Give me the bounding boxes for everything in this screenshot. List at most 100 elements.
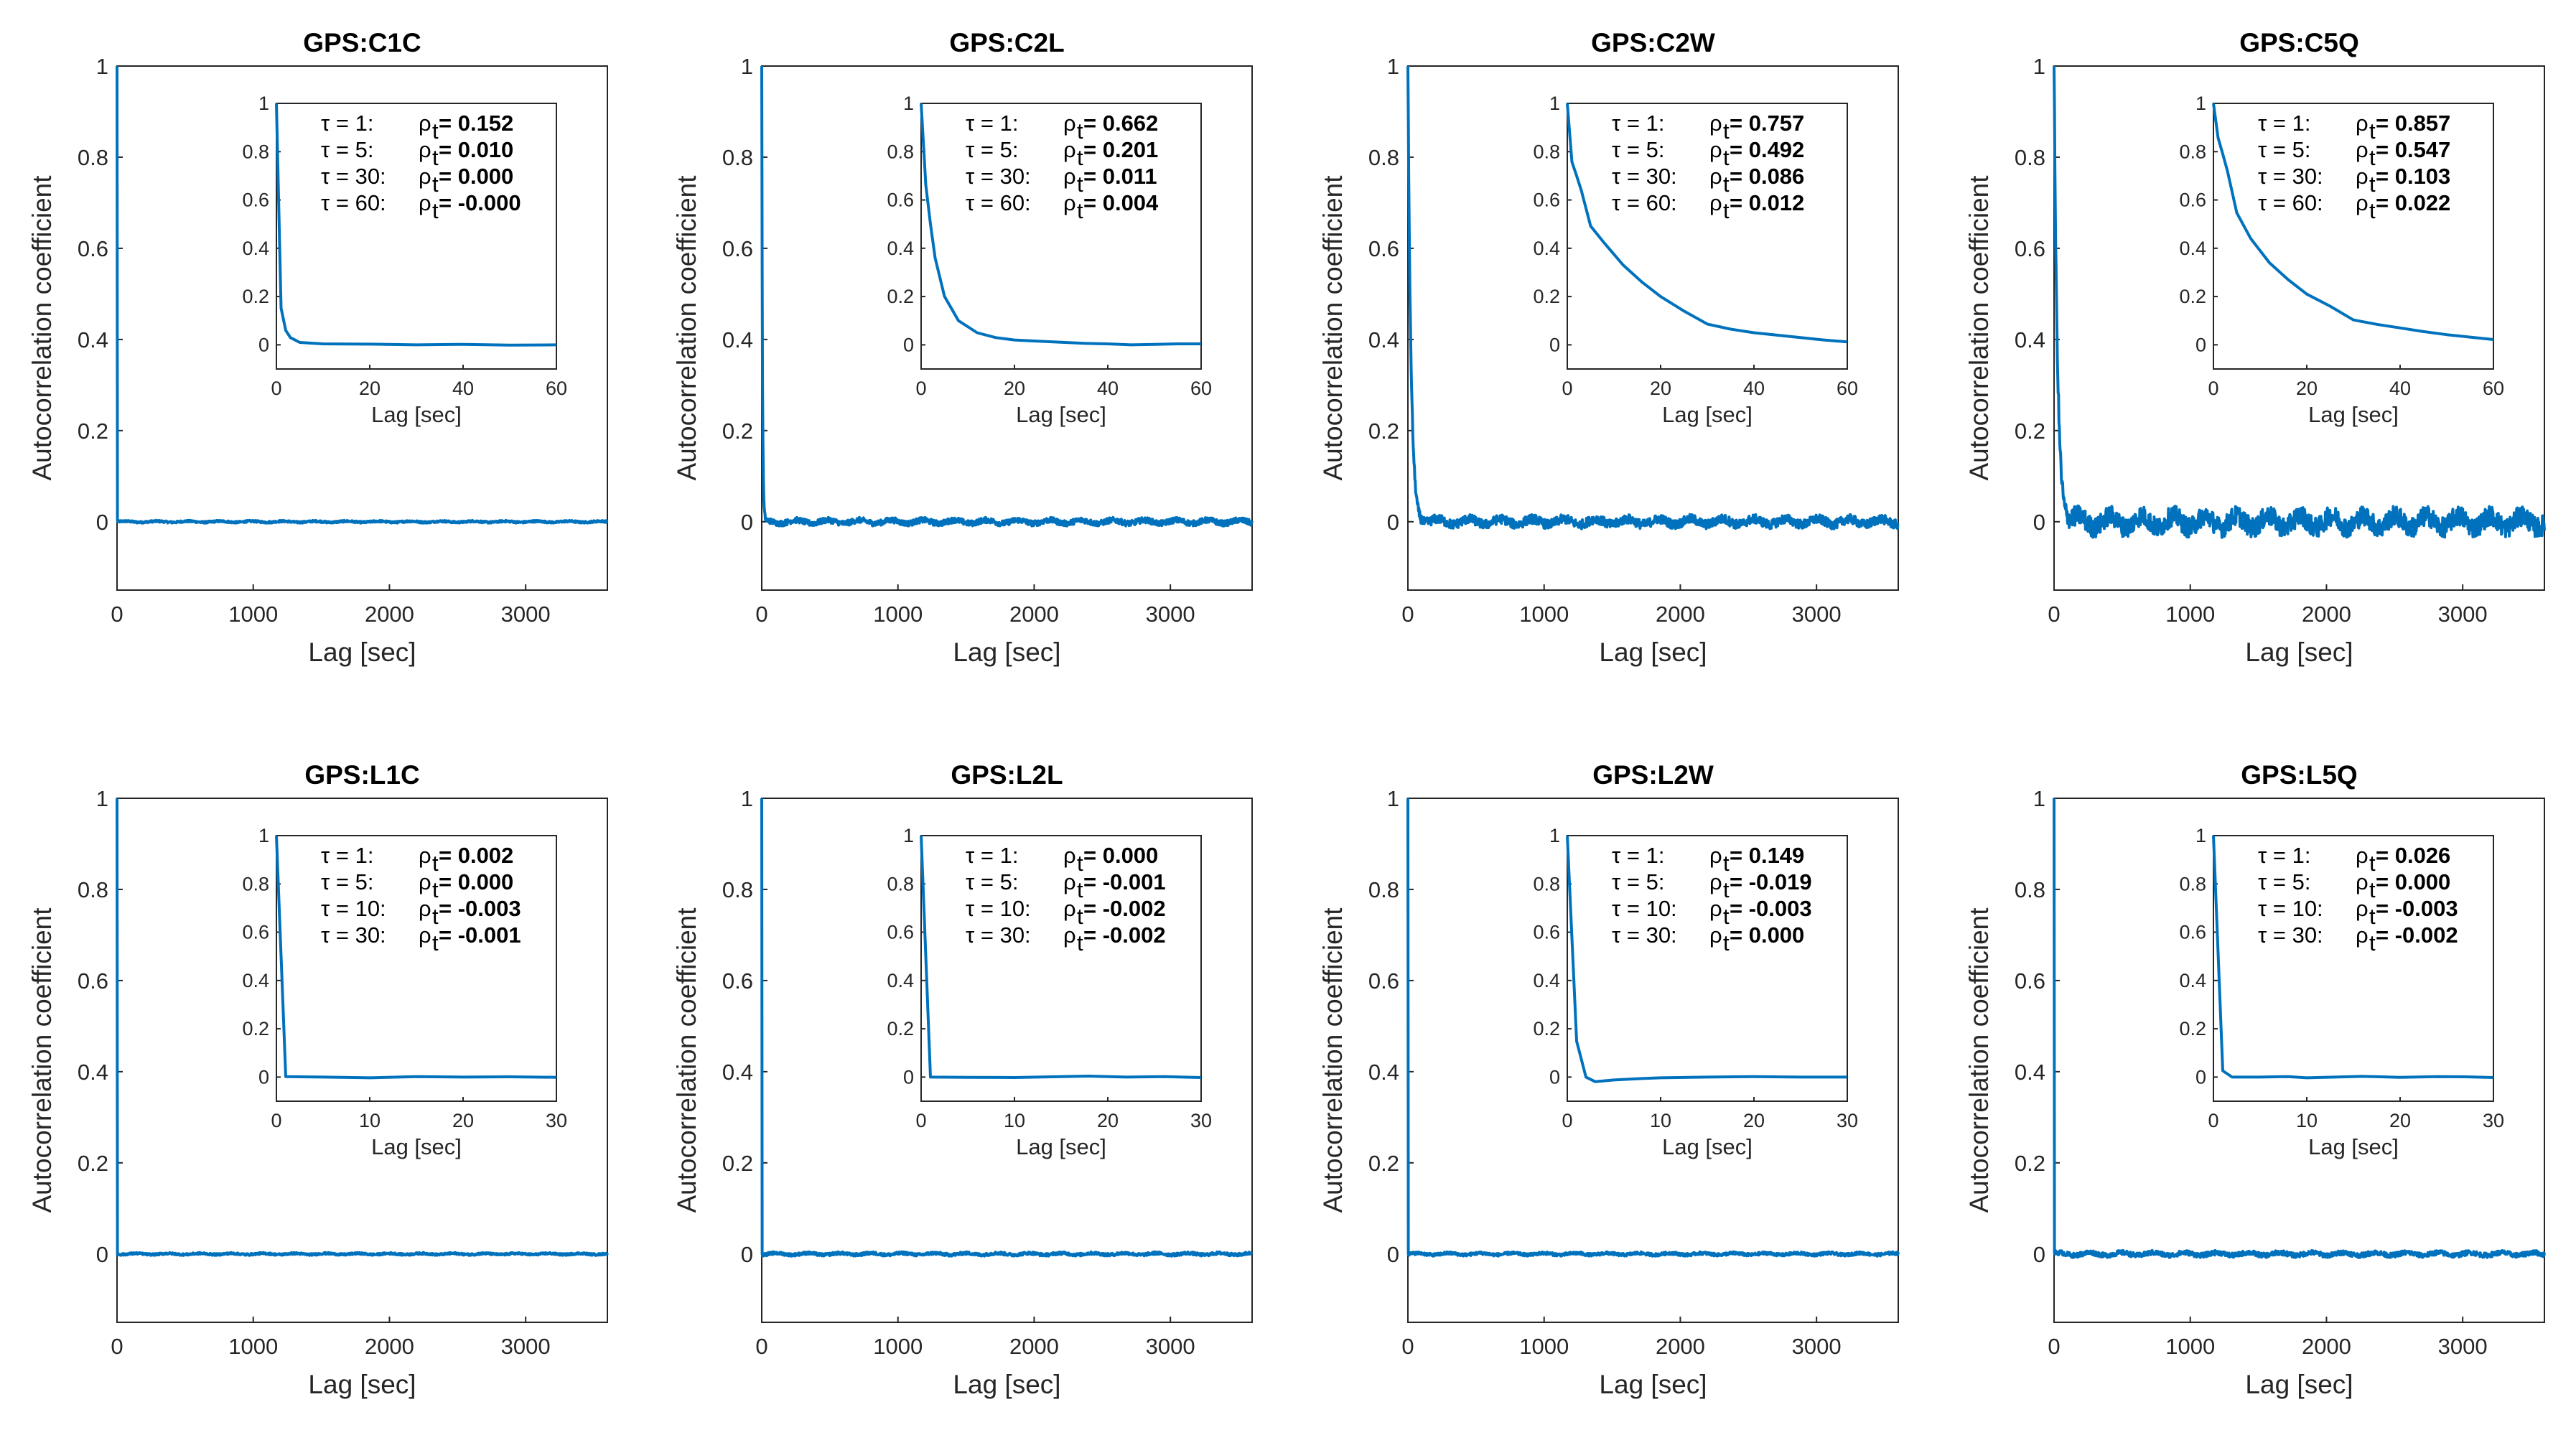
- annotation-lag: τ = 30:: [321, 164, 386, 189]
- annotation-value: = -0.000: [439, 190, 521, 215]
- annotation-row: τ = 60: ρ t = -0.000: [321, 190, 521, 223]
- x-axis-label: Lag [sec]: [308, 1370, 416, 1399]
- y-tick-label: 0.4: [722, 327, 753, 352]
- annotation-lag: τ = 5:: [1612, 137, 1664, 162]
- y-tick-label: 0: [2033, 510, 2045, 535]
- y-tick-label: 0.6: [1368, 236, 1399, 261]
- annotation-rho: ρ: [419, 137, 431, 162]
- annotation-rho: ρ: [1063, 137, 1076, 162]
- annotation-lag: τ = 30:: [1612, 922, 1677, 948]
- annotation-lag: τ = 1:: [321, 843, 373, 868]
- y-tick-label: 0: [741, 510, 753, 535]
- y-tick-label: 1: [741, 54, 753, 79]
- inset-y-tick-label: 0.4: [2179, 238, 2206, 259]
- annotation-row: τ = 1: ρ t = 0.000: [966, 843, 1158, 876]
- inset-series-line: [275, 103, 557, 347]
- annotation-row: τ = 5: ρ t = -0.019: [1612, 869, 1812, 902]
- y-tick-label: 1: [1387, 54, 1399, 79]
- annotation-rho: ρ: [1063, 164, 1076, 189]
- annotation-rho: ρ: [2356, 869, 2369, 894]
- y-axis-label: Autocorrelation coefficient: [27, 907, 57, 1213]
- inset-x-tick-label: 20: [1004, 378, 1025, 399]
- series-line: [116, 798, 609, 1257]
- annotation-subscript: t: [432, 877, 439, 902]
- x-tick-label: 0: [111, 1334, 123, 1359]
- y-tick-label: 1: [96, 54, 108, 79]
- annotation-rho: ρ: [2356, 164, 2369, 189]
- annotation-lag: τ = 1:: [1612, 843, 1664, 868]
- annotation-lag: τ = 1:: [966, 843, 1018, 868]
- annotation-row: τ = 10: ρ t = -0.003: [2258, 896, 2458, 929]
- inset-series-line: [2212, 835, 2494, 1080]
- annotation-lag: τ = 10:: [321, 896, 386, 921]
- annotation-lag: τ = 30:: [2258, 164, 2323, 189]
- y-tick-label: 0.2: [1368, 419, 1399, 444]
- annotation-value: = 0.000: [1730, 922, 1804, 948]
- annotation-value: = 0.000: [1083, 843, 1158, 868]
- annotation-lag: τ = 60:: [2258, 190, 2323, 215]
- inset-x-tick-label: 20: [1097, 1110, 1119, 1131]
- inset-y-tick-label: 0.2: [1533, 1018, 1560, 1039]
- chart-title: GPS:L5Q: [2241, 760, 2357, 790]
- series-line: [760, 798, 1254, 1258]
- annotation-value: = 0.201: [1083, 137, 1158, 162]
- y-tick-label: 0.8: [722, 145, 753, 170]
- annotation-row: τ = 1: ρ t = 0.152: [321, 111, 513, 144]
- inset-y-tick-label: 1: [2195, 93, 2206, 114]
- chart-title: GPS:C1C: [303, 28, 421, 57]
- annotation-subscript: t: [1077, 198, 1083, 223]
- inset-y-tick-label: 0.4: [1533, 970, 1560, 991]
- annotation-lag: τ = 60:: [321, 190, 386, 215]
- series-line: [1406, 65, 1900, 531]
- annotation-subscript: t: [1723, 851, 1730, 876]
- inset-series-line: [920, 103, 1201, 347]
- x-tick-label: 1000: [228, 1334, 278, 1359]
- y-tick-label: 0.6: [722, 236, 753, 261]
- annotation-row: τ = 30: ρ t = -0.002: [2258, 922, 2458, 955]
- y-tick-label: 1: [96, 786, 108, 811]
- y-tick-label: 0.2: [78, 1151, 108, 1176]
- annotation-row: τ = 30: ρ t = 0.103: [2258, 164, 2450, 197]
- annotation-row: τ = 1: ρ t = 0.857: [2258, 111, 2450, 144]
- annotation-value: = -0.003: [439, 896, 521, 921]
- inset-y-tick-label: 0.2: [242, 286, 269, 307]
- inset-x-tick-label: 0: [915, 378, 926, 399]
- inset-x-tick-label: 0: [271, 1110, 281, 1131]
- inset-y-tick-label: 0: [258, 334, 269, 355]
- y-tick-label: 0.2: [2015, 419, 2045, 444]
- annotation-subscript: t: [1723, 172, 1730, 197]
- annotation-value: = -0.001: [439, 922, 521, 948]
- x-axis-label: Lag [sec]: [1599, 1370, 1707, 1399]
- inset-box: [2213, 835, 2494, 1102]
- y-tick-label: 1: [2033, 54, 2045, 79]
- x-tick-label: 3000: [501, 602, 551, 627]
- chart-title: GPS:C5Q: [2239, 28, 2359, 57]
- annotation-lag: τ = 1:: [1612, 111, 1664, 136]
- inset-y-tick-label: 1: [2195, 825, 2206, 846]
- annotation-rho: ρ: [2356, 843, 2369, 868]
- annotation-subscript: t: [1723, 930, 1730, 955]
- y-tick-label: 0.2: [78, 419, 108, 444]
- annotation-lag: τ = 10:: [1612, 896, 1677, 921]
- series-line: [1406, 798, 1900, 1258]
- y-axis-label: Autocorrelation coefficient: [672, 175, 701, 481]
- x-axis-label: Lag [sec]: [953, 637, 1060, 667]
- chart-title: GPS:C2W: [1591, 28, 1715, 57]
- inset-y-tick-label: 0.2: [887, 286, 914, 307]
- annotation-subscript: t: [1723, 118, 1730, 144]
- y-tick-label: 0.4: [78, 327, 108, 352]
- annotation-value: = -0.002: [1083, 896, 1166, 921]
- x-tick-label: 3000: [1146, 602, 1195, 627]
- annotation-value: = 0.857: [2376, 111, 2450, 136]
- inset-x-tick-label: 0: [1562, 1110, 1572, 1131]
- x-tick-label: 1000: [228, 602, 278, 627]
- y-tick-label: 0.6: [78, 968, 108, 994]
- y-axis-label: Autocorrelation coefficient: [1318, 175, 1348, 481]
- x-tick-label: 3000: [2438, 1334, 2488, 1359]
- annotation-value: = 0.002: [439, 843, 513, 868]
- inset-y-tick-label: 1: [903, 825, 914, 846]
- inset-x-tick-label: 10: [359, 1110, 381, 1131]
